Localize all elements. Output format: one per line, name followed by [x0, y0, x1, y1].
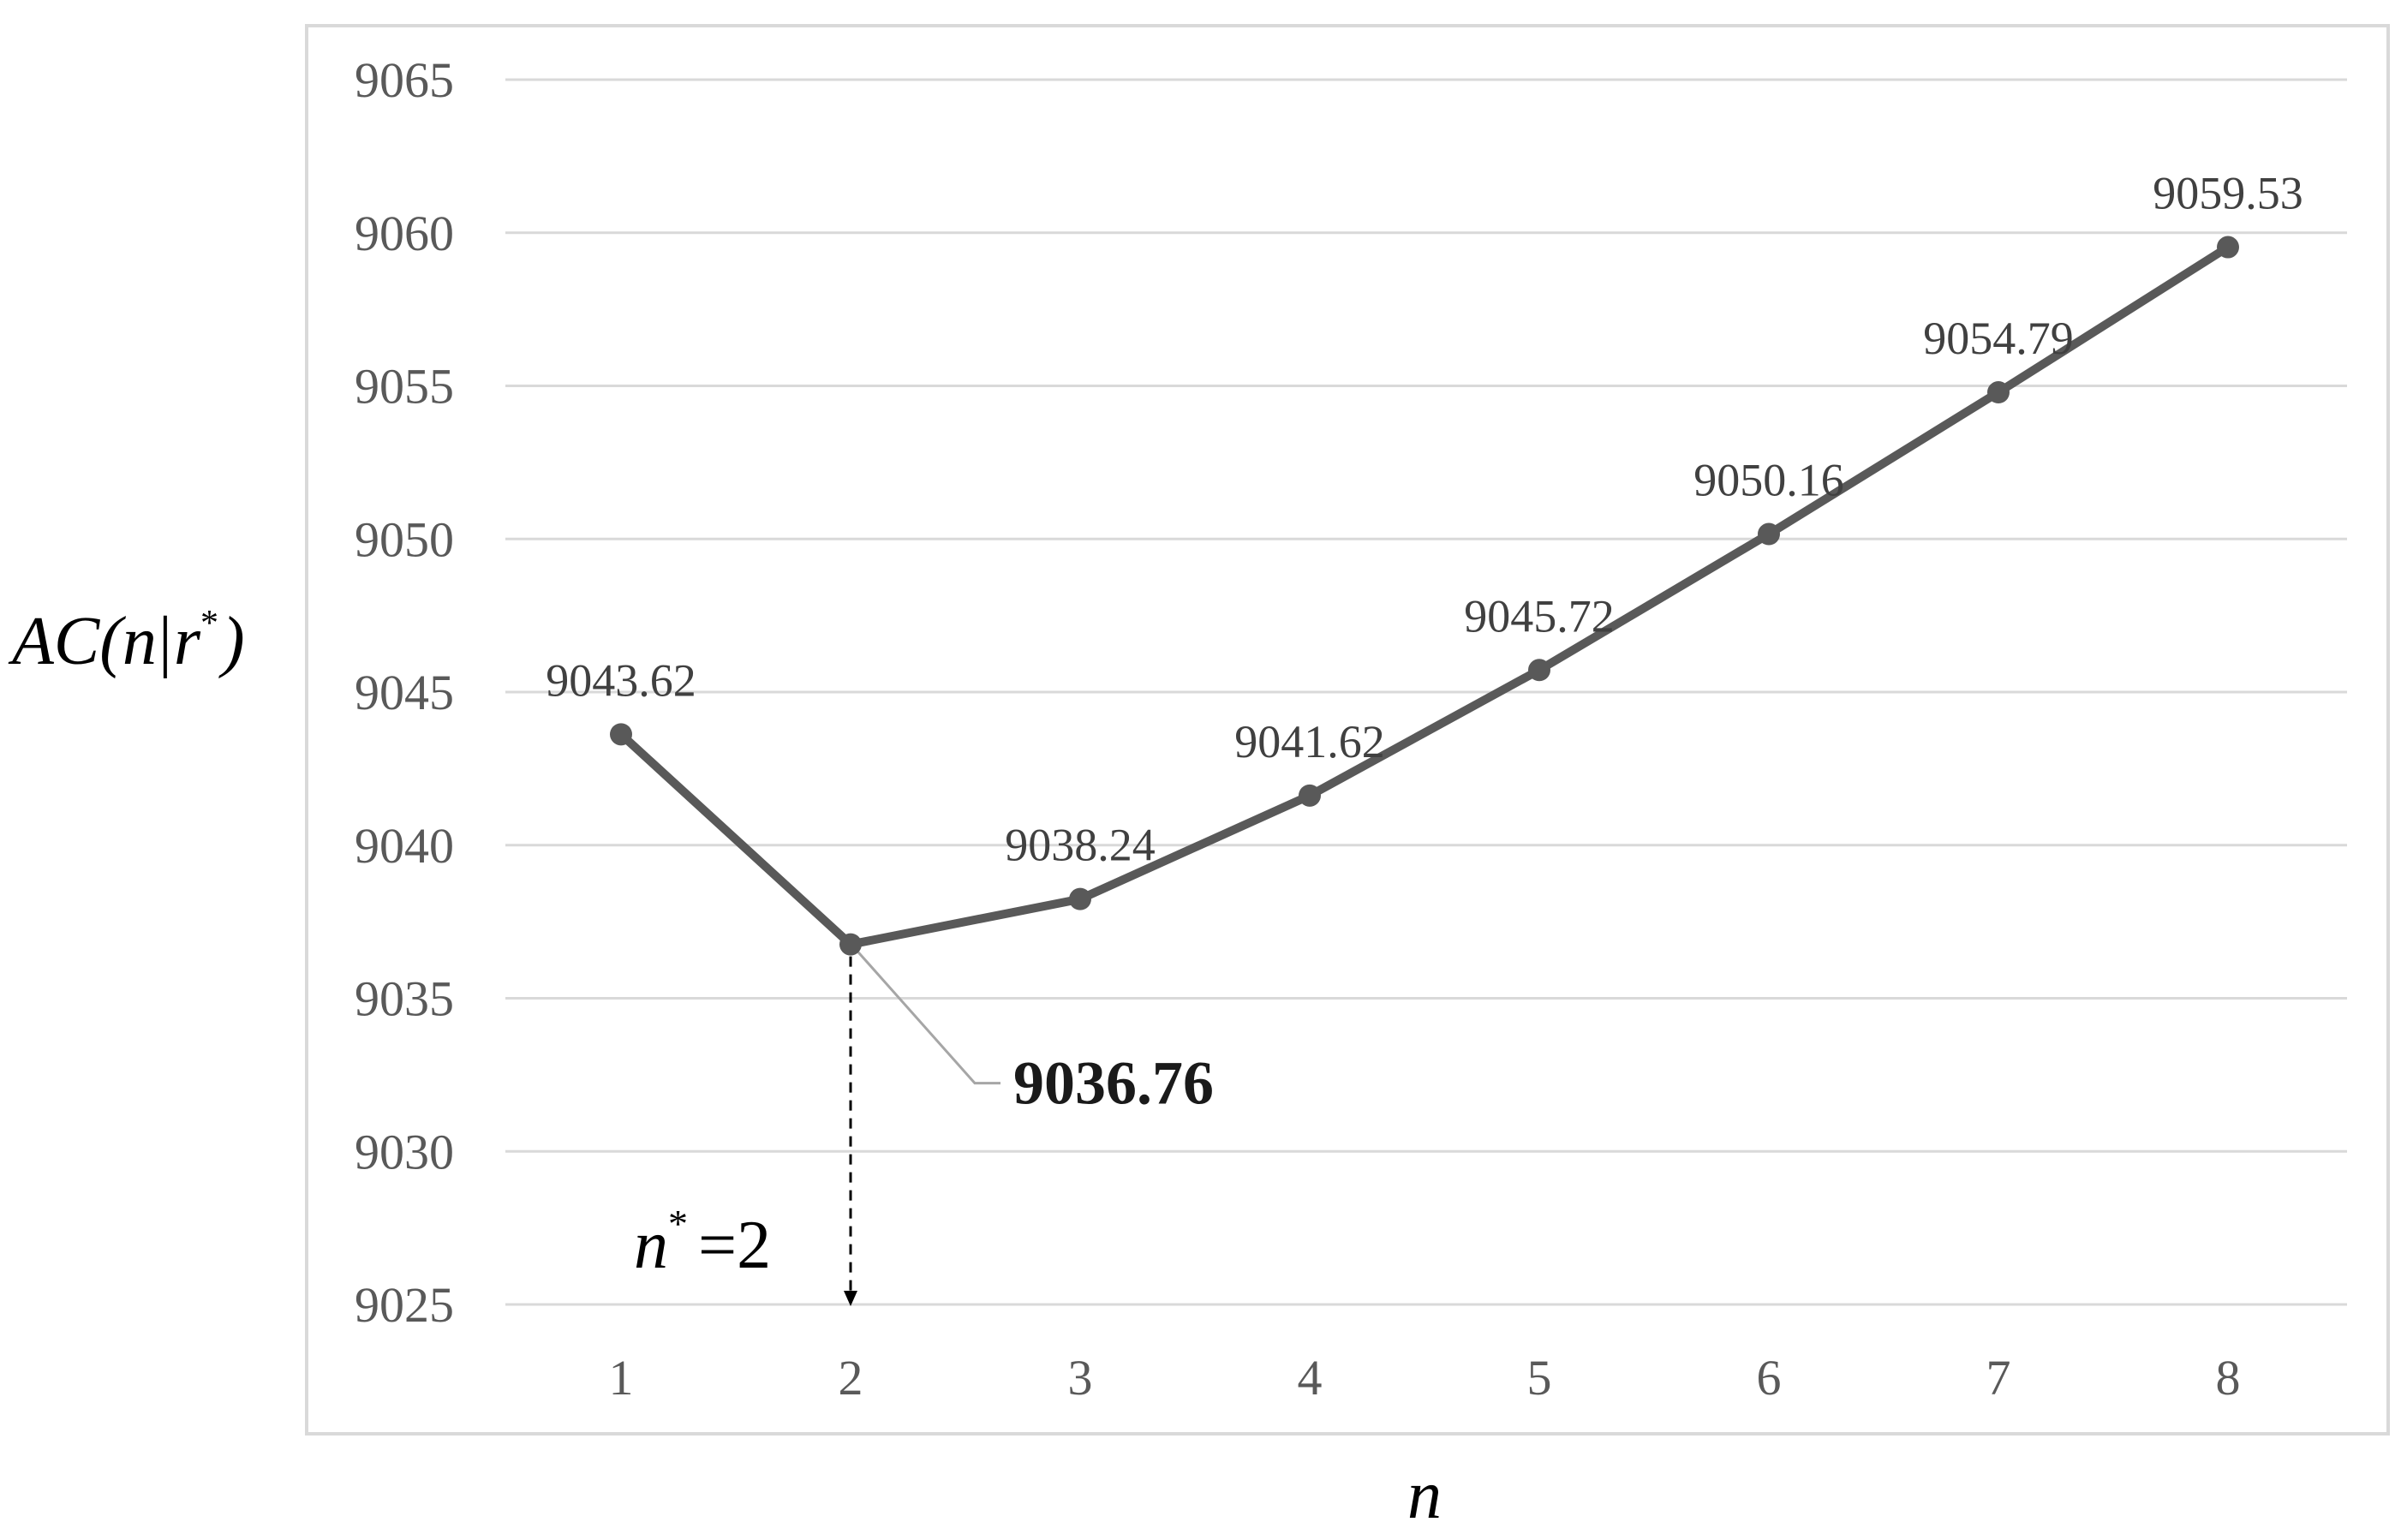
y-tick-label: 9025 — [355, 1277, 454, 1333]
y-tick-label: 9055 — [355, 359, 454, 415]
data-point — [610, 723, 632, 746]
x-axis-title: n — [1407, 1458, 1442, 1533]
x-tick-label: 3 — [1068, 1350, 1093, 1406]
y-tick-label: 9065 — [355, 52, 454, 108]
optimum-n-symbol: n — [634, 1208, 668, 1283]
data-label: 9038.24 — [1005, 820, 1156, 871]
gridlines — [505, 78, 2347, 1306]
y-tick-label: 9030 — [355, 1124, 454, 1179]
minimum-value-label: 9036.76 — [1013, 1049, 1214, 1118]
minimum-leader-line — [856, 950, 1000, 1085]
series-line — [617, 242, 2232, 949]
y-tick-label: 9060 — [355, 206, 454, 261]
x-tick-label: 7 — [1986, 1350, 2011, 1406]
y-title-part-a: AC( — [8, 604, 126, 679]
y-title-part-d: r — [174, 604, 201, 679]
y-axis-title: AC(n|r*) — [8, 604, 245, 679]
data-point — [1299, 784, 1321, 807]
data-point — [839, 933, 862, 956]
data-label: 9054.79 — [1923, 313, 2074, 364]
x-axis-ticks: 1 2 3 4 5 6 7 8 — [609, 1350, 2241, 1406]
x-tick-label: 5 — [1527, 1350, 1552, 1406]
data-label: 9050.16 — [1693, 455, 1844, 506]
y-tick-label: 9050 — [355, 511, 454, 567]
x-tick-label: 4 — [1298, 1350, 1323, 1406]
data-label: 9059.53 — [2153, 168, 2303, 219]
data-points — [610, 236, 2239, 956]
plot-frame — [305, 24, 2390, 1436]
data-label: 9045.72 — [1464, 590, 1615, 642]
data-point — [1758, 522, 1780, 546]
y-title-part-b: n — [122, 604, 157, 679]
data-point — [1528, 659, 1550, 682]
data-point — [1069, 887, 1091, 910]
y-tick-label: 9035 — [355, 971, 454, 1027]
optimum-n-value: =2 — [698, 1208, 771, 1283]
y-axis-ticks: 9025 9030 9035 9040 9045 9050 9055 9060 9065 — [355, 52, 454, 1333]
y-title-part-c: | — [158, 604, 172, 679]
y-title-part-f: ) — [218, 604, 245, 679]
data-label: 9043.62 — [546, 654, 696, 706]
optimum-n-star: * — [668, 1202, 688, 1245]
data-labels: 9043.62 9038.24 9041.62 9045.72 9050.16 9054.… — [546, 168, 2303, 871]
x-tick-label: 1 — [609, 1350, 634, 1406]
y-title-part-e: * — [200, 604, 218, 643]
optimum-arrow-head — [844, 1291, 857, 1306]
x-tick-label: 8 — [2216, 1350, 2241, 1406]
minimum-annotation: 9036.76 — [844, 950, 1214, 1306]
optimum-n-label: n* =2 — [634, 1202, 771, 1283]
y-tick-label: 9040 — [355, 818, 454, 874]
data-point — [2217, 236, 2239, 259]
y-tick-label: 9045 — [355, 665, 454, 720]
x-tick-label: 2 — [839, 1350, 863, 1406]
data-label: 9041.62 — [1234, 716, 1385, 767]
x-tick-label: 6 — [1757, 1350, 1782, 1406]
data-point — [1987, 381, 2010, 404]
